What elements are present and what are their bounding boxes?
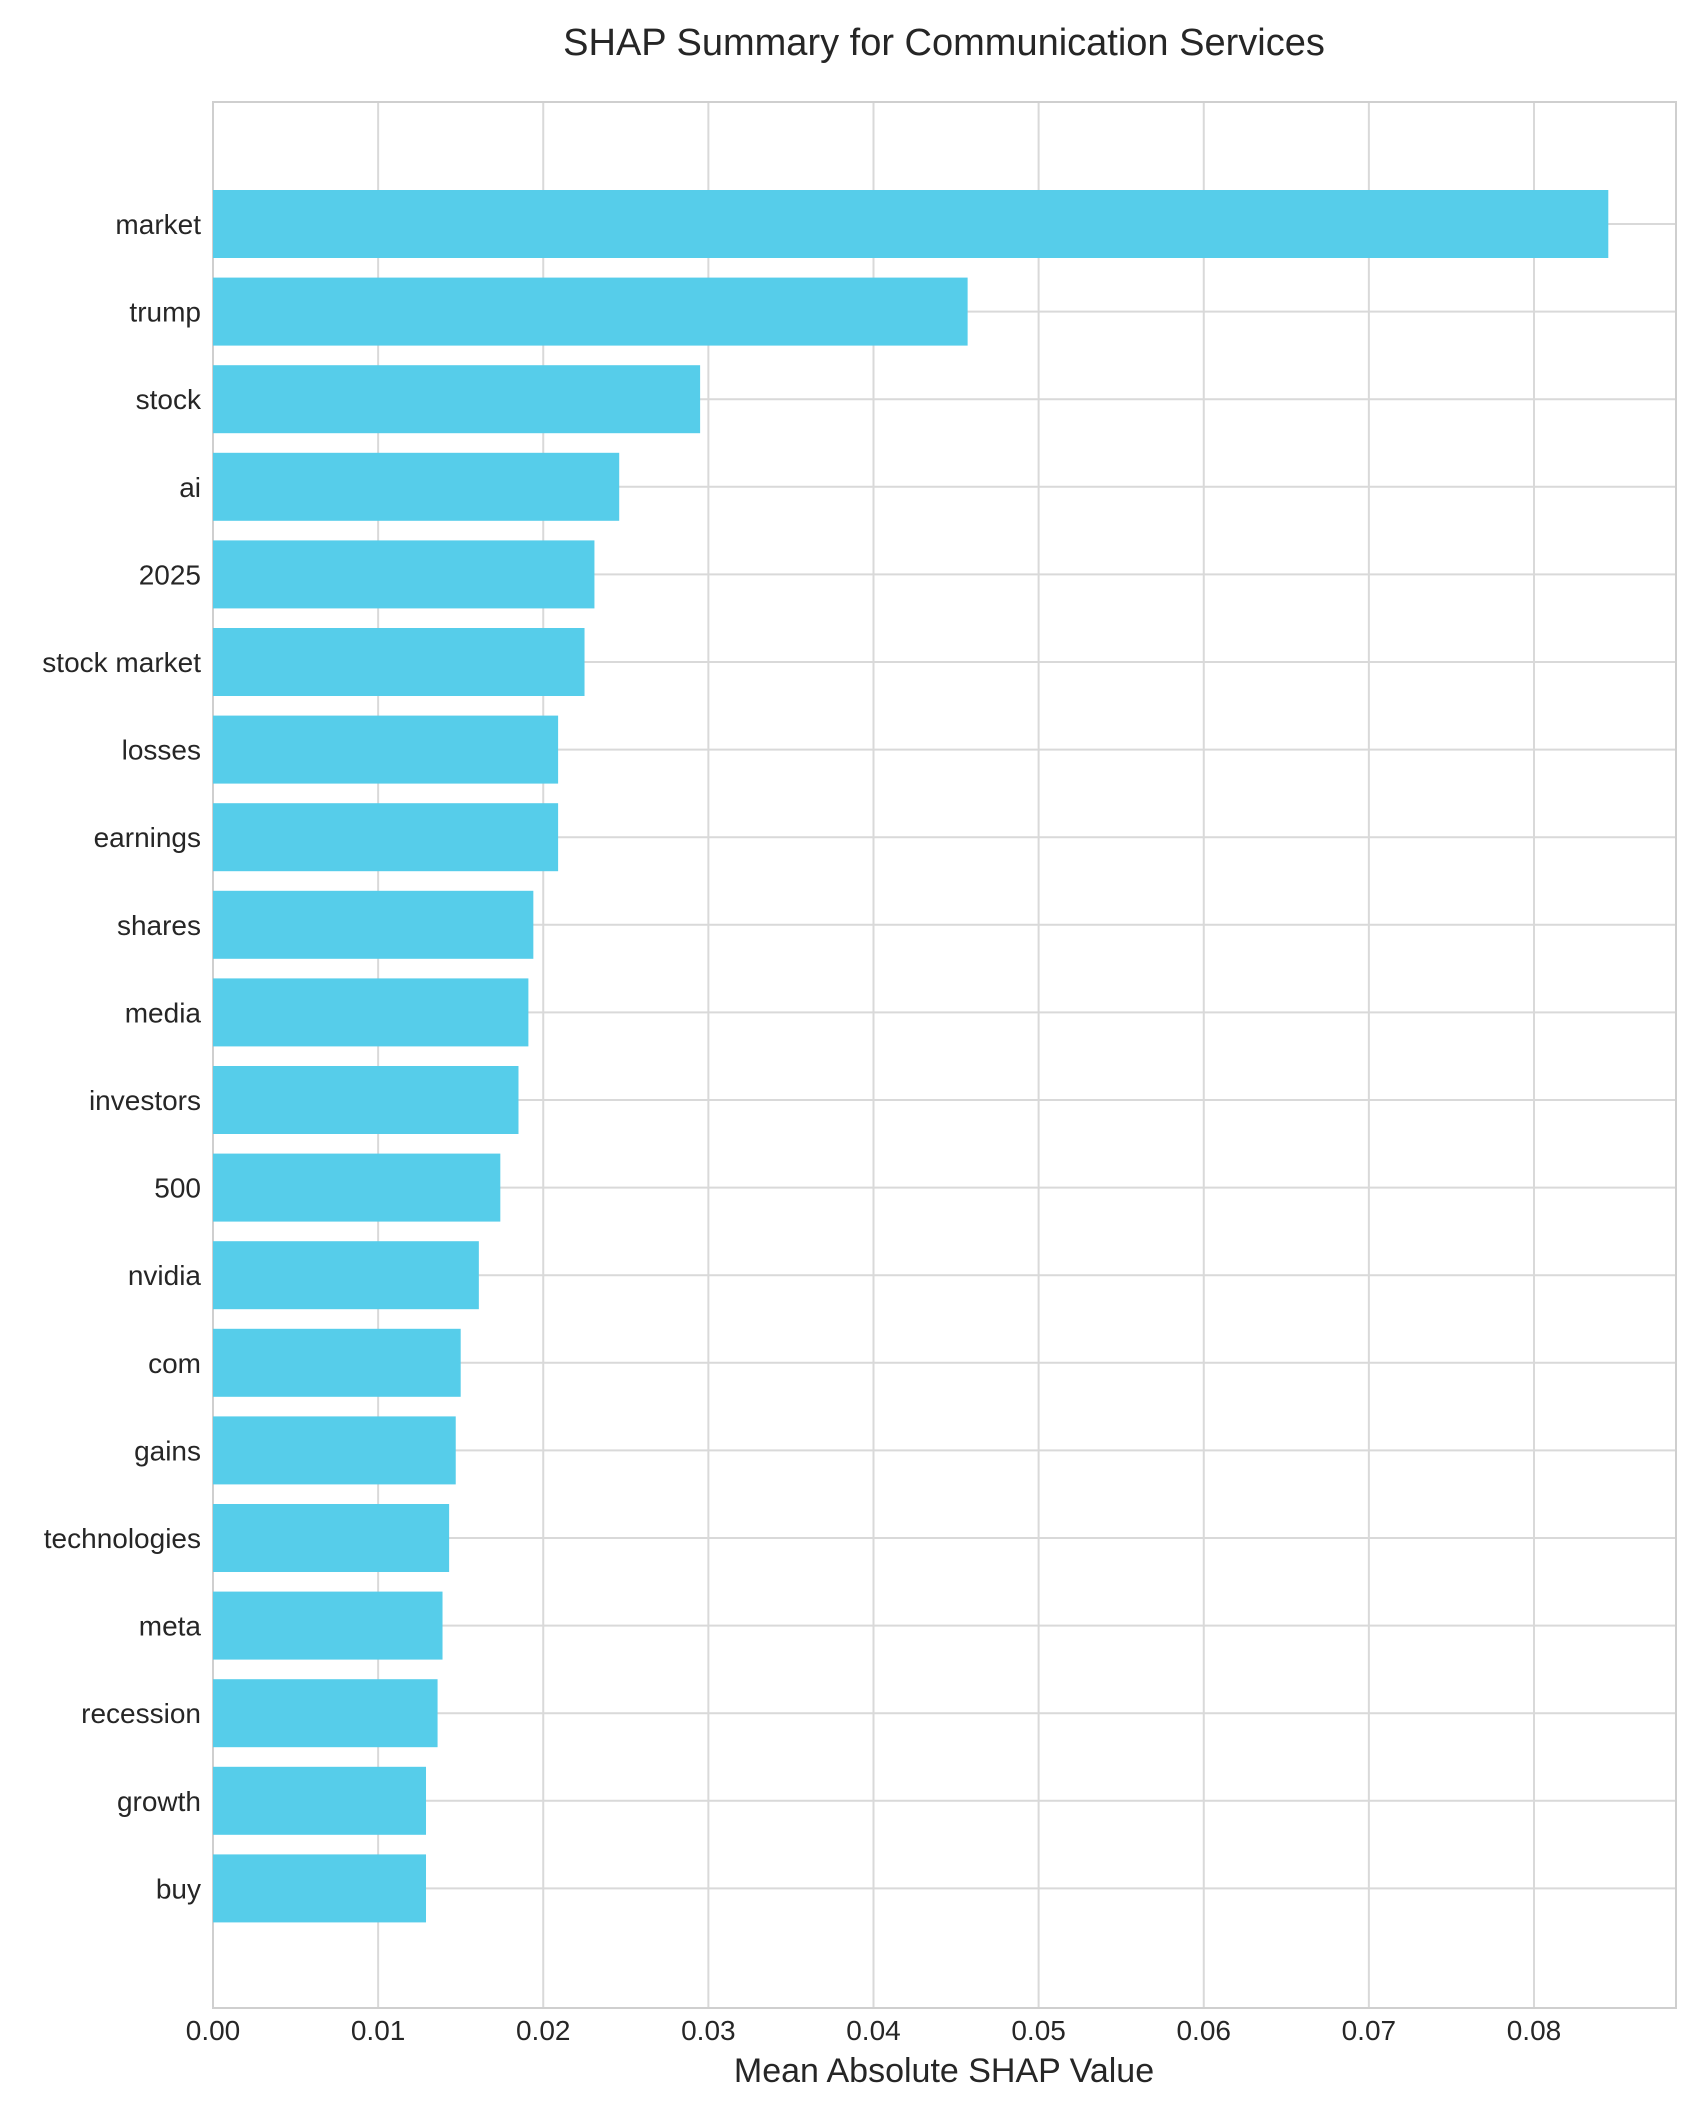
category-label: investors xyxy=(89,1085,201,1116)
bar-technologies xyxy=(213,1504,450,1572)
x-tick-label: 0.05 xyxy=(1011,2015,1066,2046)
plot-area-frame xyxy=(212,101,1677,2009)
category-label: nvidia xyxy=(128,1260,202,1291)
category-label: shares xyxy=(117,910,201,941)
bar-investors xyxy=(213,1066,519,1134)
category-label: media xyxy=(125,997,202,1028)
category-label: earnings xyxy=(94,822,201,853)
category-label: buy xyxy=(156,1873,201,1904)
bar-losses xyxy=(213,715,559,784)
bar-ai xyxy=(213,452,620,521)
bars xyxy=(213,190,1609,1923)
category-label: trump xyxy=(129,297,201,328)
category-label: growth xyxy=(117,1786,201,1817)
category-label: 500 xyxy=(154,1173,201,1204)
bar-market xyxy=(213,190,1609,258)
x-tick-label: 0.07 xyxy=(1342,2015,1397,2046)
bar-stock-market xyxy=(213,628,585,696)
bar-com xyxy=(213,1328,461,1397)
chart-title: SHAP Summary for Communication Services xyxy=(563,22,1325,64)
bar-recession xyxy=(213,1679,438,1748)
category-label: technologies xyxy=(44,1523,201,1554)
bar-shares xyxy=(213,890,534,959)
bar-growth xyxy=(213,1766,427,1835)
category-labels: market trump stock ai 2025 stock market losses… xyxy=(42,209,202,1904)
x-tick-label: 0.01 xyxy=(351,2015,406,2046)
category-label: 2025 xyxy=(139,559,201,590)
x-tick-labels: 0.00 0.01 0.02 0.03 0.04 0.05 0.06 0.07 0.08 xyxy=(186,2015,1561,2046)
bar-stock xyxy=(213,365,701,434)
bar-gains xyxy=(213,1416,456,1485)
category-label: stock xyxy=(136,384,202,415)
bar-media xyxy=(213,978,529,1047)
bar-2025 xyxy=(213,540,595,609)
x-axis-label: Mean Absolute SHAP Value xyxy=(734,2052,1154,2090)
category-label: market xyxy=(115,209,201,240)
category-label: com xyxy=(148,1348,201,1379)
bar-meta xyxy=(213,1591,443,1660)
bar-buy xyxy=(213,1854,427,1923)
bar-nvidia xyxy=(213,1241,479,1310)
bar-earnings xyxy=(213,803,559,872)
bar-500 xyxy=(213,1153,501,1222)
category-label: losses xyxy=(122,735,201,766)
bar-trump xyxy=(213,277,968,346)
category-label: meta xyxy=(139,1611,202,1642)
x-tick-label: 0.06 xyxy=(1176,2015,1231,2046)
x-tick-label: 0.02 xyxy=(516,2015,571,2046)
x-tick-label: 0.08 xyxy=(1507,2015,1562,2046)
x-tick-label: 0.04 xyxy=(846,2015,901,2046)
x-tick-label: 0.03 xyxy=(681,2015,736,2046)
category-label: ai xyxy=(179,472,201,503)
x-tick-label: 0.00 xyxy=(186,2015,241,2046)
category-label: gains xyxy=(134,1435,201,1466)
category-label: recession xyxy=(81,1698,201,1729)
category-label: stock market xyxy=(42,647,201,678)
